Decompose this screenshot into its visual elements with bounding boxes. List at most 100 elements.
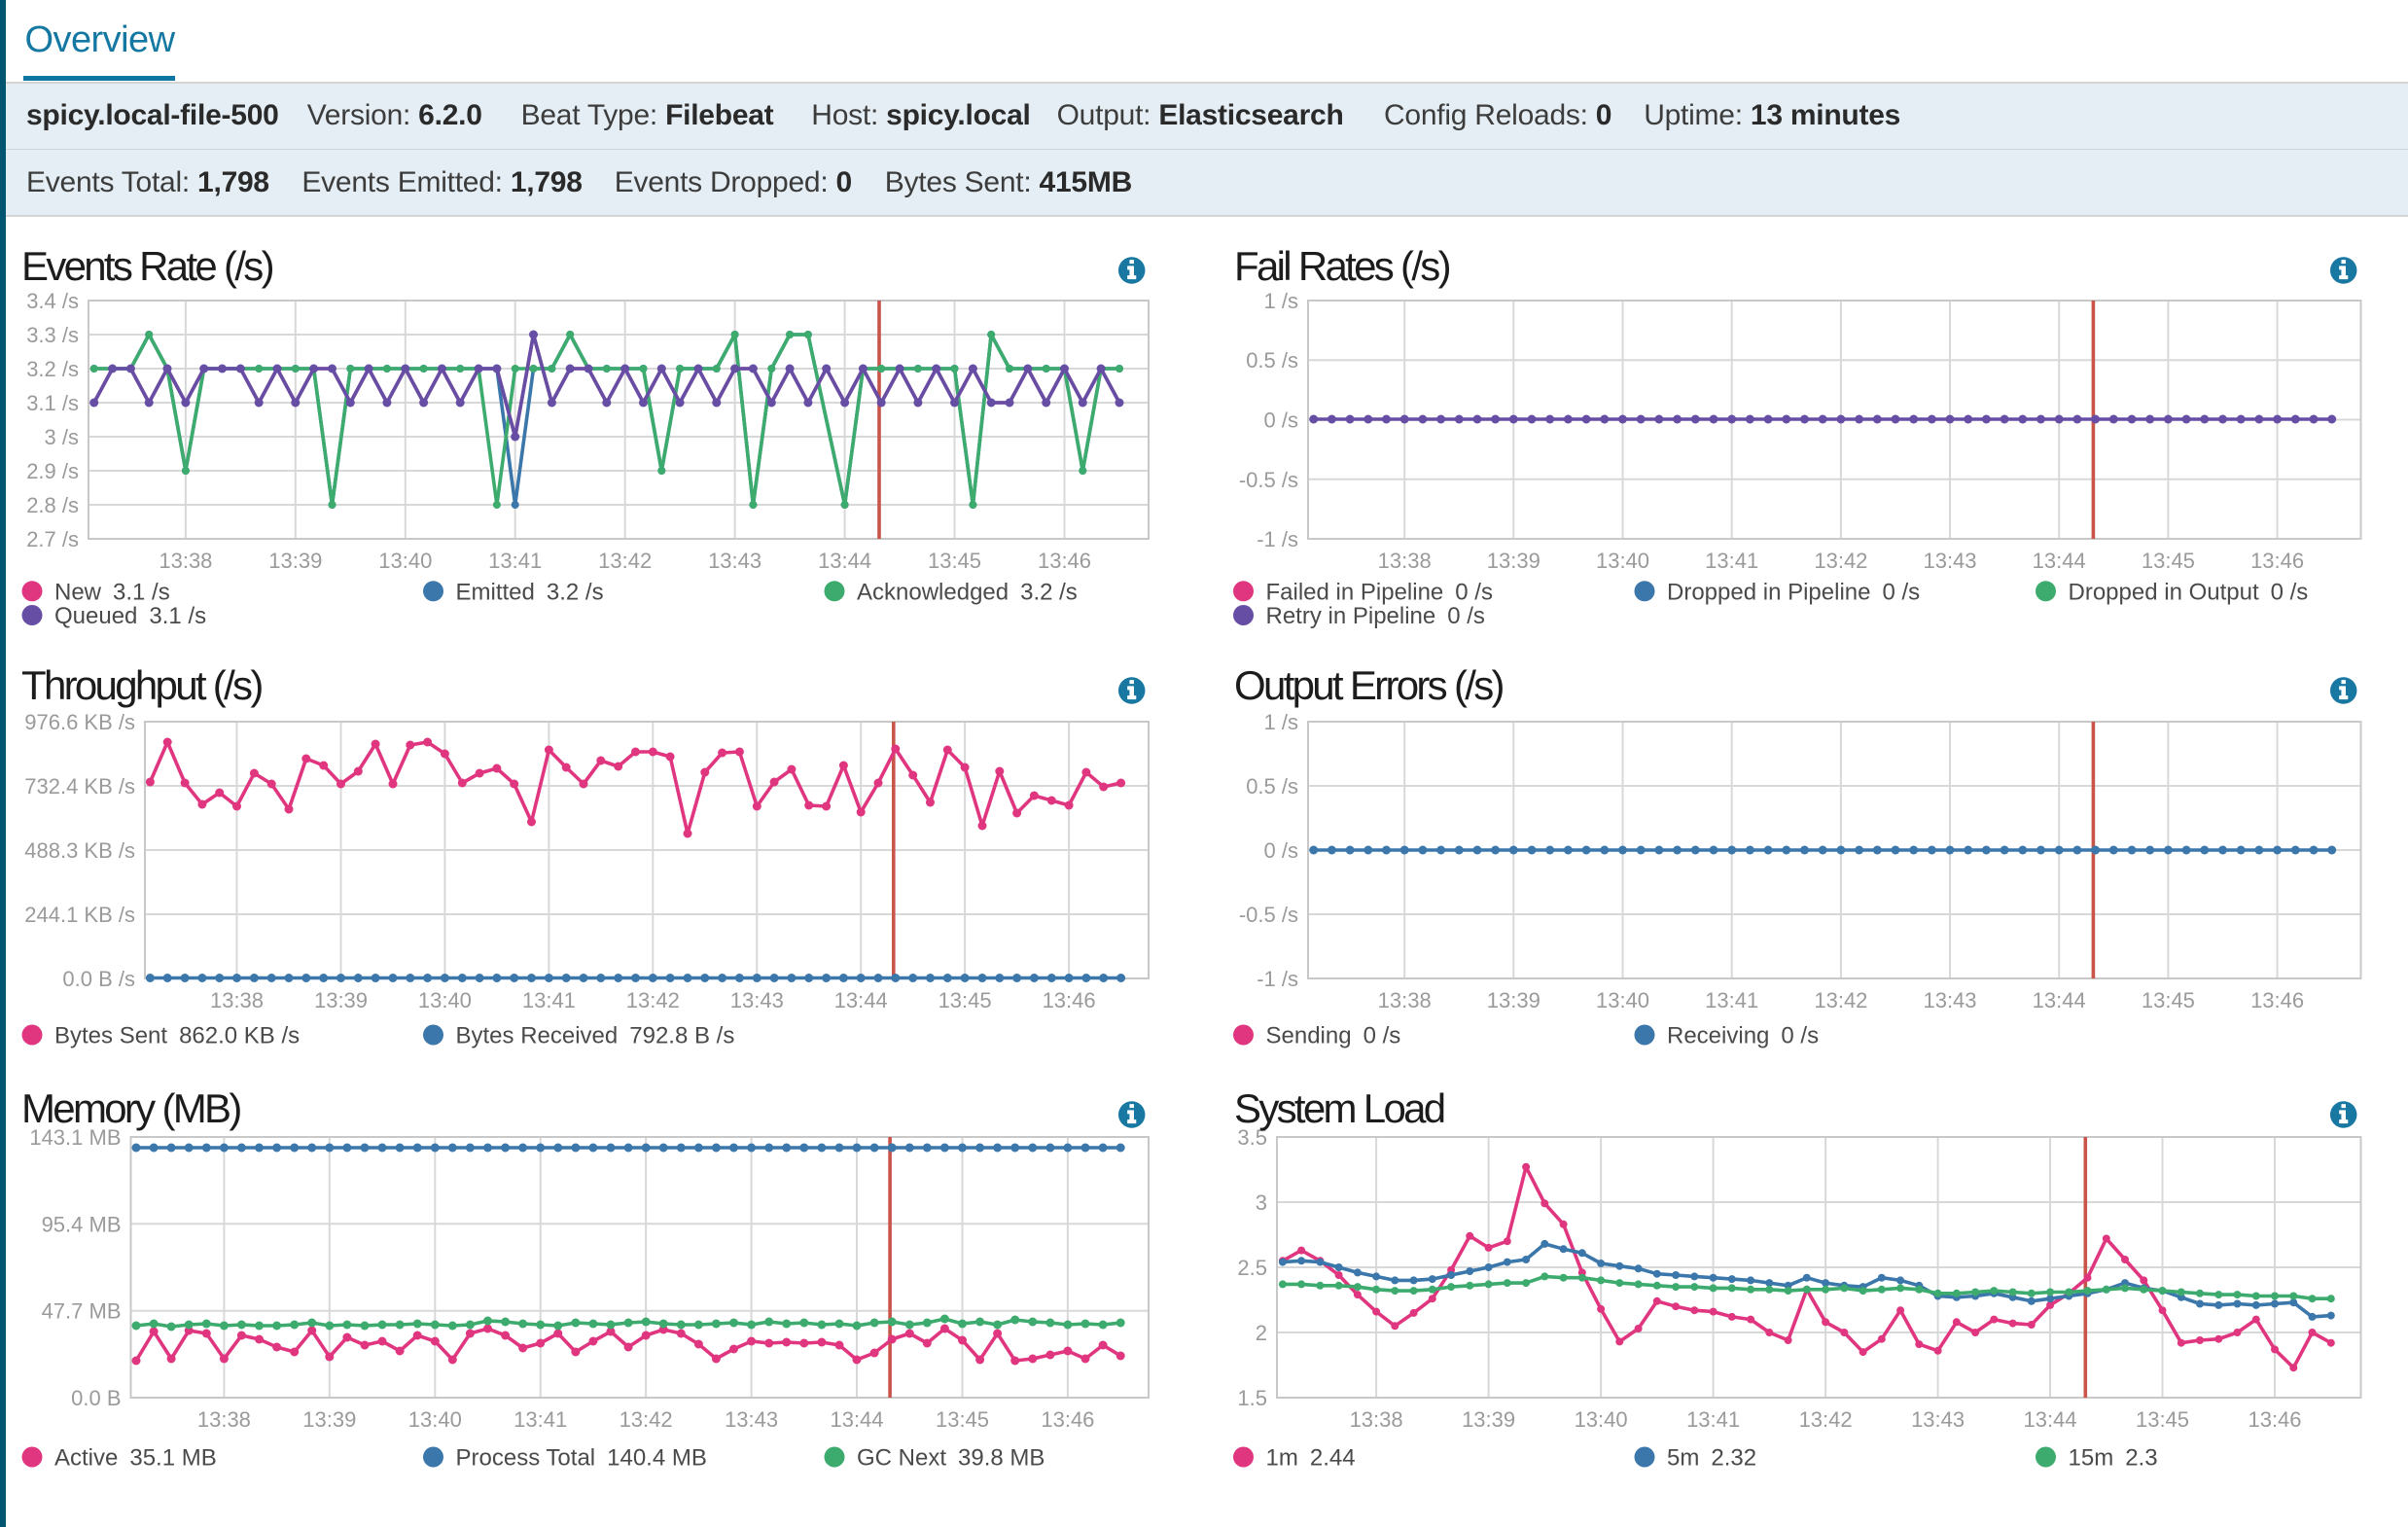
svg-text:1 /s: 1 /s [1264, 289, 1298, 313]
svg-text:244.1 KB /s: 244.1 KB /s [24, 903, 135, 927]
svg-text:Dropped in Output 0 /s: Dropped in Output 0 /s [2069, 579, 2309, 605]
svg-text:-1 /s: -1 /s [1257, 527, 1298, 551]
svg-text:13:40: 13:40 [1575, 1407, 1628, 1432]
svg-text:-0.5 /s: -0.5 /s [1239, 468, 1298, 492]
svg-text:13:39: 13:39 [268, 549, 322, 573]
svg-text:3.4 /s: 3.4 /s [26, 289, 79, 313]
svg-text:13:38: 13:38 [1350, 1407, 1403, 1432]
svg-text:13:45: 13:45 [2142, 988, 2195, 1012]
svg-text:Events Rate (/s): Events Rate (/s) [21, 243, 273, 289]
svg-text:13:44: 13:44 [2023, 1407, 2076, 1432]
svg-text:Retry in Pipeline 0 /s: Retry in Pipeline 0 /s [1266, 603, 1485, 629]
svg-text:143.1 MB: 143.1 MB [29, 1125, 121, 1150]
svg-text:13:45: 13:45 [2136, 1407, 2189, 1432]
svg-text:13:46: 13:46 [1041, 1407, 1094, 1432]
svg-text:13:41: 13:41 [1705, 988, 1758, 1012]
svg-text:13:43: 13:43 [1923, 549, 1976, 573]
svg-text:13:45: 13:45 [936, 1407, 989, 1432]
svg-text:Bytes Received 792.8 B /s: Bytes Received 792.8 B /s [456, 1023, 735, 1049]
svg-text:13:39: 13:39 [302, 1407, 356, 1432]
svg-text:13:43: 13:43 [725, 1407, 778, 1432]
svg-text:13:45: 13:45 [2142, 549, 2195, 573]
svg-text:2.9 /s: 2.9 /s [26, 459, 79, 483]
svg-text:Acknowledged 3.2 /s: Acknowledged 3.2 /s [857, 579, 1078, 605]
svg-text:95.4 MB: 95.4 MB [42, 1212, 122, 1236]
svg-text:GC Next 39.8 MB: GC Next 39.8 MB [857, 1445, 1045, 1472]
svg-text:New 3.1 /s: New 3.1 /s [54, 579, 170, 605]
svg-text:13:46: 13:46 [2248, 1407, 2301, 1432]
svg-text:13:46: 13:46 [1043, 988, 1096, 1012]
svg-text:3.3 /s: 3.3 /s [26, 323, 79, 347]
svg-text:2.5: 2.5 [1237, 1256, 1267, 1280]
svg-text:2.8 /s: 2.8 /s [26, 493, 79, 517]
svg-text:13:46: 13:46 [2250, 988, 2304, 1012]
svg-text:-1 /s: -1 /s [1257, 967, 1298, 991]
svg-text:732.4 KB /s: 732.4 KB /s [24, 774, 135, 799]
svg-text:Dropped in Pipeline 0 /s: Dropped in Pipeline 0 /s [1667, 579, 1920, 605]
svg-text:13:43: 13:43 [708, 549, 761, 573]
svg-text:488.3 KB /s: 488.3 KB /s [24, 838, 135, 863]
svg-text:13:44: 13:44 [834, 988, 888, 1012]
svg-text:13:40: 13:40 [1596, 549, 1649, 573]
svg-text:13:41: 13:41 [513, 1407, 567, 1432]
svg-text:13:42: 13:42 [1814, 988, 1867, 1012]
svg-text:13:42: 13:42 [598, 549, 652, 573]
svg-text:1 /s: 1 /s [1264, 710, 1298, 734]
svg-text:13:38: 13:38 [1378, 988, 1432, 1012]
svg-text:13:43: 13:43 [730, 988, 784, 1012]
svg-text:13:38: 13:38 [1378, 549, 1432, 573]
svg-text:Sending 0 /s: Sending 0 /s [1266, 1023, 1401, 1049]
svg-text:Queued 3.1 /s: Queued 3.1 /s [54, 603, 206, 629]
svg-text:2: 2 [1256, 1321, 1267, 1345]
svg-text:13:40: 13:40 [1596, 988, 1649, 1012]
svg-text:1.5: 1.5 [1237, 1386, 1267, 1410]
svg-text:13:39: 13:39 [1487, 549, 1540, 573]
svg-text:13:44: 13:44 [830, 1407, 883, 1432]
svg-text:13:42: 13:42 [1799, 1407, 1853, 1432]
svg-text:13:42: 13:42 [620, 1407, 673, 1432]
svg-text:Fail Rates (/s): Fail Rates (/s) [1234, 243, 1450, 289]
svg-text:5m 2.32: 5m 2.32 [1667, 1445, 1756, 1472]
svg-text:1m 2.44: 1m 2.44 [1266, 1445, 1356, 1472]
svg-text:13:45: 13:45 [938, 988, 992, 1012]
svg-text:Emitted 3.2 /s: Emitted 3.2 /s [456, 579, 604, 605]
svg-text:13:41: 13:41 [1686, 1407, 1740, 1432]
svg-text:3 /s: 3 /s [45, 425, 79, 449]
svg-text:13:44: 13:44 [818, 549, 871, 573]
svg-text:0 /s: 0 /s [1264, 408, 1298, 433]
svg-text:13:46: 13:46 [2250, 549, 2304, 573]
svg-text:Bytes Sent 862.0 KB /s: Bytes Sent 862.0 KB /s [54, 1023, 300, 1049]
svg-text:13:41: 13:41 [1705, 549, 1758, 573]
svg-text:13:43: 13:43 [1911, 1407, 1965, 1432]
svg-text:3: 3 [1256, 1190, 1267, 1215]
svg-text:47.7 MB: 47.7 MB [42, 1299, 122, 1324]
svg-text:0.0 B: 0.0 B [71, 1386, 121, 1410]
svg-text:976.6 KB /s: 976.6 KB /s [24, 710, 135, 734]
svg-text:Process Total 140.4 MB: Process Total 140.4 MB [456, 1445, 707, 1472]
svg-text:Memory (MB): Memory (MB) [21, 1085, 240, 1131]
svg-text:13:38: 13:38 [210, 988, 264, 1012]
svg-text:13:43: 13:43 [1923, 988, 1976, 1012]
svg-text:-0.5 /s: -0.5 /s [1239, 903, 1298, 927]
svg-text:13:41: 13:41 [522, 988, 576, 1012]
svg-text:0.0 B /s: 0.0 B /s [62, 967, 135, 991]
svg-text:0 /s: 0 /s [1264, 838, 1298, 863]
svg-text:13:40: 13:40 [378, 549, 432, 573]
svg-text:0.5 /s: 0.5 /s [1246, 348, 1298, 373]
svg-text:13:39: 13:39 [1487, 988, 1540, 1012]
svg-text:13:44: 13:44 [2033, 549, 2086, 573]
svg-text:3.5: 3.5 [1237, 1125, 1267, 1150]
svg-text:13:40: 13:40 [418, 988, 472, 1012]
svg-text:13:38: 13:38 [197, 1407, 251, 1432]
svg-text:3.2 /s: 3.2 /s [26, 357, 79, 381]
svg-text:Throughput (/s): Throughput (/s) [21, 662, 262, 708]
svg-text:13:39: 13:39 [314, 988, 368, 1012]
svg-text:13:46: 13:46 [1038, 549, 1091, 573]
svg-text:2.7 /s: 2.7 /s [26, 527, 79, 551]
svg-text:13:44: 13:44 [2033, 988, 2086, 1012]
svg-text:13:42: 13:42 [626, 988, 680, 1012]
svg-text:13:42: 13:42 [1814, 549, 1867, 573]
svg-text:System Load: System Load [1234, 1085, 1444, 1131]
svg-text:Failed in Pipeline 0 /s: Failed in Pipeline 0 /s [1266, 579, 1493, 605]
svg-text:13:40: 13:40 [408, 1407, 462, 1432]
